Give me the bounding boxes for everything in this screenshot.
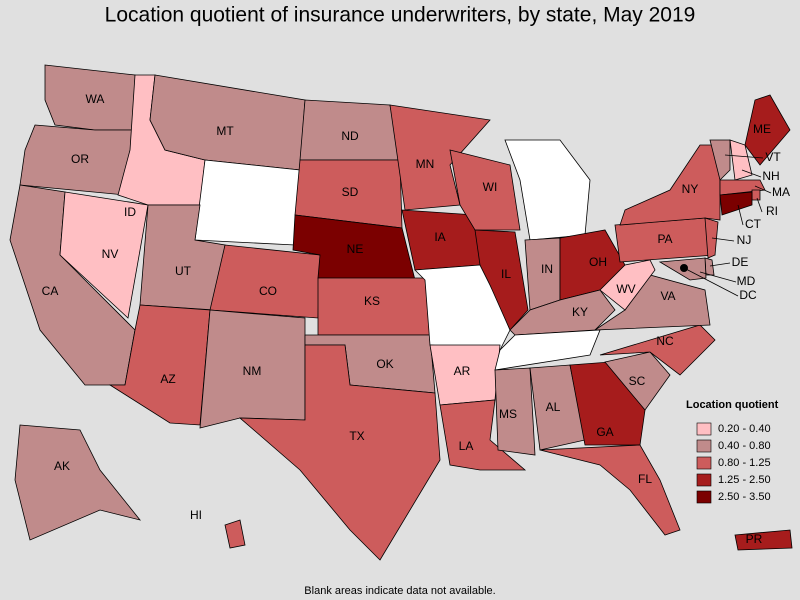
legend-label: 0.20 - 0.40 — [718, 423, 771, 435]
state-label: IA — [434, 230, 445, 244]
state — [729, 139, 753, 181]
state-label: HI — [190, 508, 202, 522]
state-label: MD — [737, 274, 756, 288]
state — [539, 444, 681, 536]
states — [9, 64, 793, 561]
state — [593, 274, 711, 331]
state-label: AL — [546, 400, 561, 414]
state-label: CO — [259, 284, 277, 298]
state — [751, 189, 761, 201]
state — [14, 424, 142, 541]
state — [704, 217, 719, 259]
state — [494, 367, 536, 456]
legend-swatch — [696, 490, 712, 504]
leader-line — [711, 237, 735, 242]
state-label: FL — [638, 472, 652, 486]
state-label: OR — [71, 152, 89, 166]
state — [209, 244, 321, 319]
legend-swatch — [696, 456, 712, 470]
state-label: IN — [541, 262, 553, 276]
state-label: SD — [342, 185, 359, 199]
state-label: SC — [629, 374, 646, 388]
state-label: VT — [765, 150, 781, 164]
state — [449, 149, 521, 231]
state-label: TX — [349, 429, 364, 443]
state-labels: WA OR CA NV ID MT UT CO AZ NM ND SD NE KS OK TX MN IA AR LA… — [42, 92, 790, 546]
state-label: NE — [347, 242, 364, 256]
state — [744, 94, 791, 166]
state — [389, 104, 491, 211]
state-label: DE — [732, 255, 749, 269]
legend: 0.20 - 0.40 0.40 - 0.80 0.80 - 1.25 1.25 - … — [696, 422, 771, 504]
state — [599, 259, 656, 311]
state-label: MN — [416, 157, 435, 171]
legend-label: 0.80 - 1.25 — [718, 457, 771, 469]
state-label: CA — [42, 284, 59, 298]
state — [59, 191, 149, 319]
legend-swatch — [696, 439, 712, 453]
state-label: AZ — [160, 372, 175, 386]
state-label: NC — [656, 334, 674, 348]
state — [709, 139, 731, 181]
state-label: WA — [86, 92, 105, 106]
state-label: WV — [616, 282, 635, 296]
state-label: LA — [459, 439, 474, 453]
state-label: AR — [454, 364, 471, 378]
state-label: KS — [364, 294, 380, 308]
state — [599, 324, 716, 376]
state-label: PR — [746, 532, 763, 546]
state — [224, 519, 246, 549]
leader-line — [756, 197, 763, 213]
state-label: UT — [175, 264, 192, 278]
state — [604, 351, 671, 411]
state-label: VA — [660, 289, 675, 303]
state — [439, 399, 527, 471]
state — [194, 159, 301, 246]
state-label: ND — [341, 129, 359, 143]
leader-line — [741, 169, 762, 178]
state-label: OK — [376, 357, 393, 371]
leader-line — [683, 267, 739, 297]
state-label: NV — [102, 247, 119, 261]
state-label: AK — [54, 459, 70, 473]
leader-line — [699, 271, 737, 283]
state-label: CT — [745, 217, 762, 231]
state-label: NM — [243, 364, 262, 378]
state-label: DC — [739, 288, 757, 302]
leader-line — [709, 262, 731, 267]
leader-line — [737, 204, 744, 226]
state-label: ID — [124, 205, 136, 219]
state-label: KY — [572, 305, 588, 319]
legend-label: 0.40 - 0.80 — [718, 440, 771, 452]
state-label: ME — [753, 122, 771, 136]
state-label: OH — [589, 255, 607, 269]
legend-swatch — [696, 473, 712, 487]
state-label: MA — [772, 185, 790, 199]
state — [569, 361, 646, 446]
state-label: WI — [483, 180, 498, 194]
state-label: MT — [216, 124, 234, 138]
state-label: NJ — [737, 233, 752, 247]
state-label: RI — [766, 204, 778, 218]
state-label: IL — [501, 267, 511, 281]
state-label: NY — [682, 182, 699, 196]
state — [719, 191, 753, 216]
legend-title: Location quotient — [686, 399, 779, 411]
state-label: MS — [499, 407, 517, 421]
state-label: NH — [762, 169, 779, 183]
note: Blank areas indicate data not available. — [304, 585, 495, 597]
legend-label: 1.25 - 2.50 — [718, 474, 771, 486]
state — [494, 329, 601, 371]
legend-label: 2.50 - 3.50 — [718, 491, 771, 503]
legend-swatch — [696, 422, 712, 436]
map-title: Location quotient of insurance underwrit… — [105, 4, 696, 27]
state-label: PA — [657, 232, 672, 246]
state — [734, 529, 793, 551]
leader-line — [724, 154, 764, 159]
state-label: GA — [596, 425, 613, 439]
state — [238, 344, 441, 561]
leader-line — [754, 185, 772, 194]
